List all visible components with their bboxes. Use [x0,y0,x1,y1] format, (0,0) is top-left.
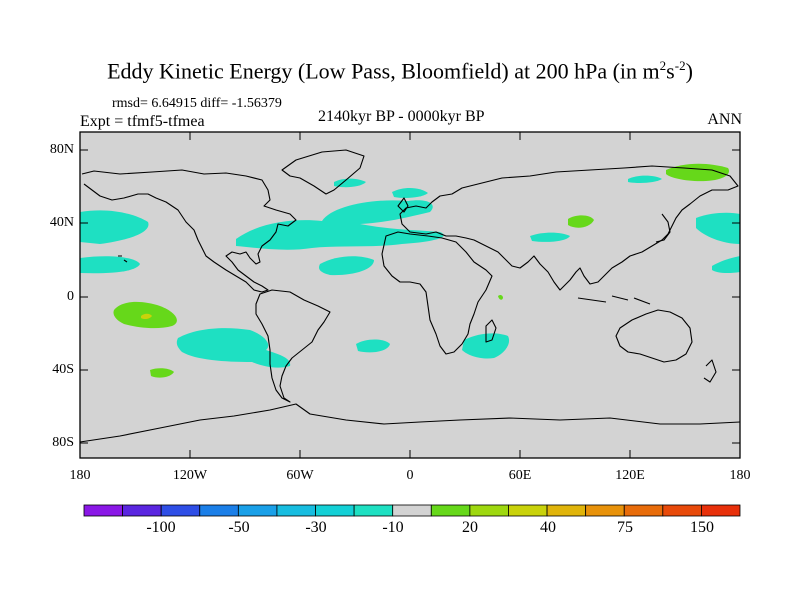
patch-atlantic [236,200,444,250]
coast-antarctica [79,403,741,443]
y-tick-label: 0 [67,289,74,304]
patch-peak [141,313,152,320]
y-tick-label: 40N [49,215,74,230]
coast-japan [655,213,671,243]
anomaly-patches [80,163,740,378]
coastlines [79,149,741,443]
coast-australia [615,309,693,363]
y-tick-label: 40S [52,362,74,377]
colorbar-box [199,504,239,517]
colorbar-box [662,504,702,517]
colorbar-box [546,504,587,517]
patch-north-pacific [80,210,149,244]
patch-subtropical-east-pacific [712,256,740,274]
colorbar-label: 20 [462,519,478,536]
coast-africa [381,231,493,355]
coast-hawaii [118,255,128,263]
patch-east-africa [498,294,503,300]
y-tick-label: 80S [52,435,74,450]
colorbar-label: -10 [382,519,404,536]
colorbar-box [315,504,355,517]
map-background [80,132,740,458]
patch-east-pacific [696,212,740,244]
patch-se-pacific [150,368,174,378]
colorbar-box [160,504,201,517]
colorbar-label: -30 [305,519,327,536]
coast-madagascar [485,319,497,343]
colorbar-label: 40 [540,519,556,536]
patch-southern-africa [462,333,510,359]
stats-line: rmsd= 6.64915 diff= -1.56379 [112,96,282,111]
tick-marks [80,132,740,458]
coast-greenland [281,149,365,195]
colorbar-box [237,504,278,517]
x-tick-label: 120E [615,468,645,483]
colorbar-label: 150 [690,519,714,536]
coast-indonesia [577,295,651,305]
plot-title: Eddy Kinetic Energy (Low Pass, Bloomfiel… [107,58,693,84]
patch-scandinavia [392,187,428,198]
coast-new-zealand [703,359,717,383]
colorbar-box [469,504,509,517]
experiment-label: Expt = tfmf5-tfmea [80,113,205,130]
y-tick-label: 80N [49,142,74,157]
patch-south-pacific [176,328,291,368]
period-label: 2140kyr BP - 0000kyr BP [318,108,485,125]
colorbar-box [585,504,625,517]
colorbar-box [701,504,741,517]
patch-canada [334,178,366,188]
colorbar-label: -100 [146,519,176,536]
colorbar-box [83,504,123,517]
colorbar-box [122,504,162,517]
coast-south-america [255,289,331,403]
colorbar [83,504,741,517]
colorbar-box [392,504,432,517]
x-tick-label: 180 [729,468,751,483]
coast-britain [397,197,409,213]
patch-mid-atlantic [319,256,374,276]
patch-ne-siberia [628,175,662,183]
patch-central-asia [530,232,570,242]
colorbar-label: 75 [617,519,633,536]
map-frame [79,131,741,459]
patch-mongolia [568,215,594,228]
colorbar-box [353,504,394,517]
colorbar-box [623,504,664,517]
colorbar-box [276,504,316,517]
colorbar-label: -50 [228,519,250,536]
colorbar-box [430,504,471,517]
patch-south-atlantic [356,339,390,353]
x-tick-label: 120W [172,468,208,483]
season-label: ANN [707,111,742,128]
colorbar-box [508,504,548,517]
x-tick-label: 0 [406,468,414,483]
x-tick-label: 180 [69,468,91,483]
coast-eurasia [399,165,739,291]
x-tick-label: 60W [286,468,314,483]
coast-north-america [81,169,297,293]
x-tick-label: 60E [508,468,532,483]
